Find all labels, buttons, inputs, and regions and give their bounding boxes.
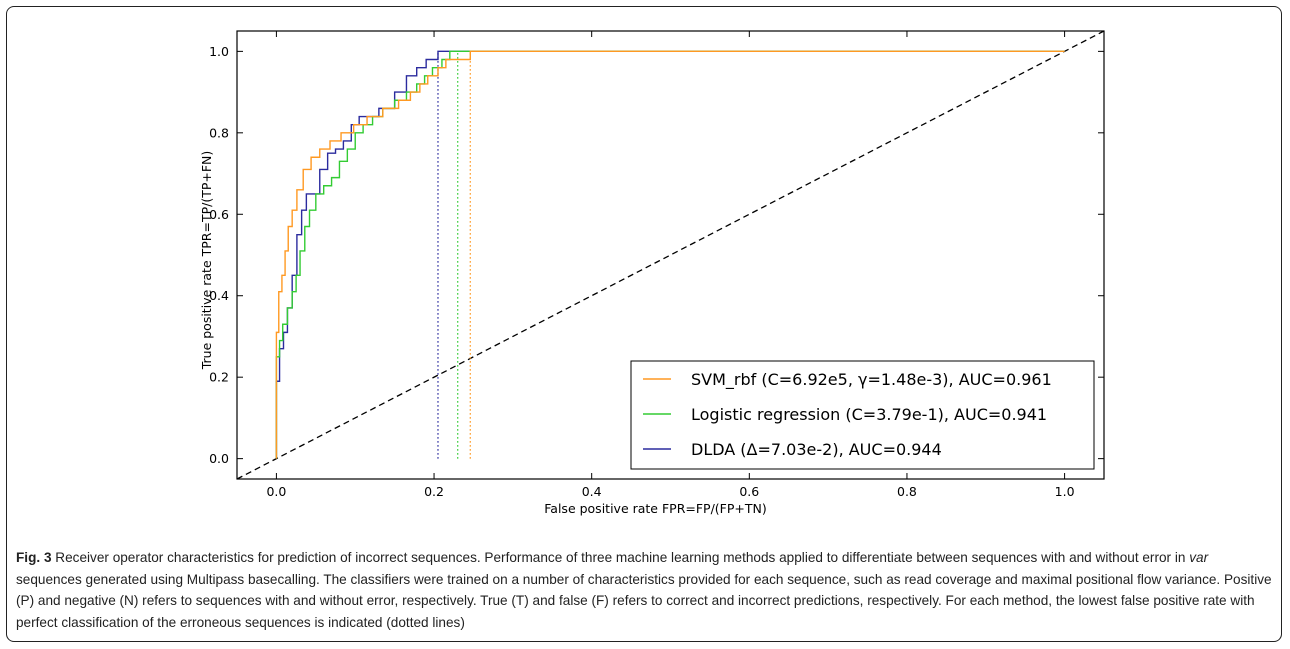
x-tick-label: 0.8 — [897, 484, 917, 499]
x-tick-label: 1.0 — [1055, 484, 1075, 499]
x-tick-label: 0.6 — [739, 484, 759, 499]
reference-diagonal-line — [236, 30, 1105, 480]
caption-text-part1: Receiver operator characteristics for pr… — [51, 550, 1190, 565]
legend-box — [630, 360, 1095, 470]
caption-text-part2: sequences generated using Multipass base… — [16, 571, 1272, 630]
x-tick-label: 0.0 — [266, 484, 286, 499]
figure-caption: Fig. 3 Receiver operator characteristics… — [16, 547, 1272, 633]
roc-curve-2 — [275, 50, 1065, 459]
x-axis-label: False positive rate FPR=FP/(FP+TN) — [544, 501, 767, 516]
legend-entry-3: DLDA (Δ=7.03e-2), AUC=0.944 — [691, 440, 942, 459]
roc-chart: 0.0 0.2 0.4 0.6 0.8 1.0 0.0 0.2 0.4 0.6 0.8 1.0 Fals… — [199, 30, 1105, 516]
y-tick-label: 0.6 — [209, 207, 229, 222]
plot-frame — [236, 30, 1105, 480]
roc-curve-1 — [275, 50, 1065, 459]
y-axis-label: True positive rate TPR=TP/(TP+FN) — [199, 151, 214, 371]
x-tick-label: 0.4 — [582, 484, 602, 499]
plot-layer: 0.0 0.2 0.4 0.6 0.8 1.0 0.0 0.2 0.4 0.6 0.8 1.0 Fals… — [199, 30, 1105, 516]
legend: SVM_rbf (C=6.92e5, γ=1.48e-3), AUC=0.961… — [630, 360, 1095, 470]
figure-label: Fig. 3 — [16, 550, 52, 565]
y-tick-label: 0.4 — [209, 288, 229, 303]
caption-emphasis: var — [1189, 550, 1209, 565]
y-tick-label: 0.2 — [209, 370, 229, 385]
y-tick-label: 1.0 — [209, 44, 229, 59]
figure-frame — [6, 6, 1282, 642]
legend-entry-1: SVM_rbf (C=6.92e5, γ=1.48e-3), AUC=0.961 — [691, 370, 1052, 390]
x-tick-label: 0.2 — [424, 484, 444, 499]
y-tick-label: 0.0 — [209, 451, 229, 466]
legend-entry-2: Logistic regression (C=3.79e-1), AUC=0.9… — [691, 405, 1047, 424]
y-tick-label: 0.8 — [209, 125, 229, 140]
